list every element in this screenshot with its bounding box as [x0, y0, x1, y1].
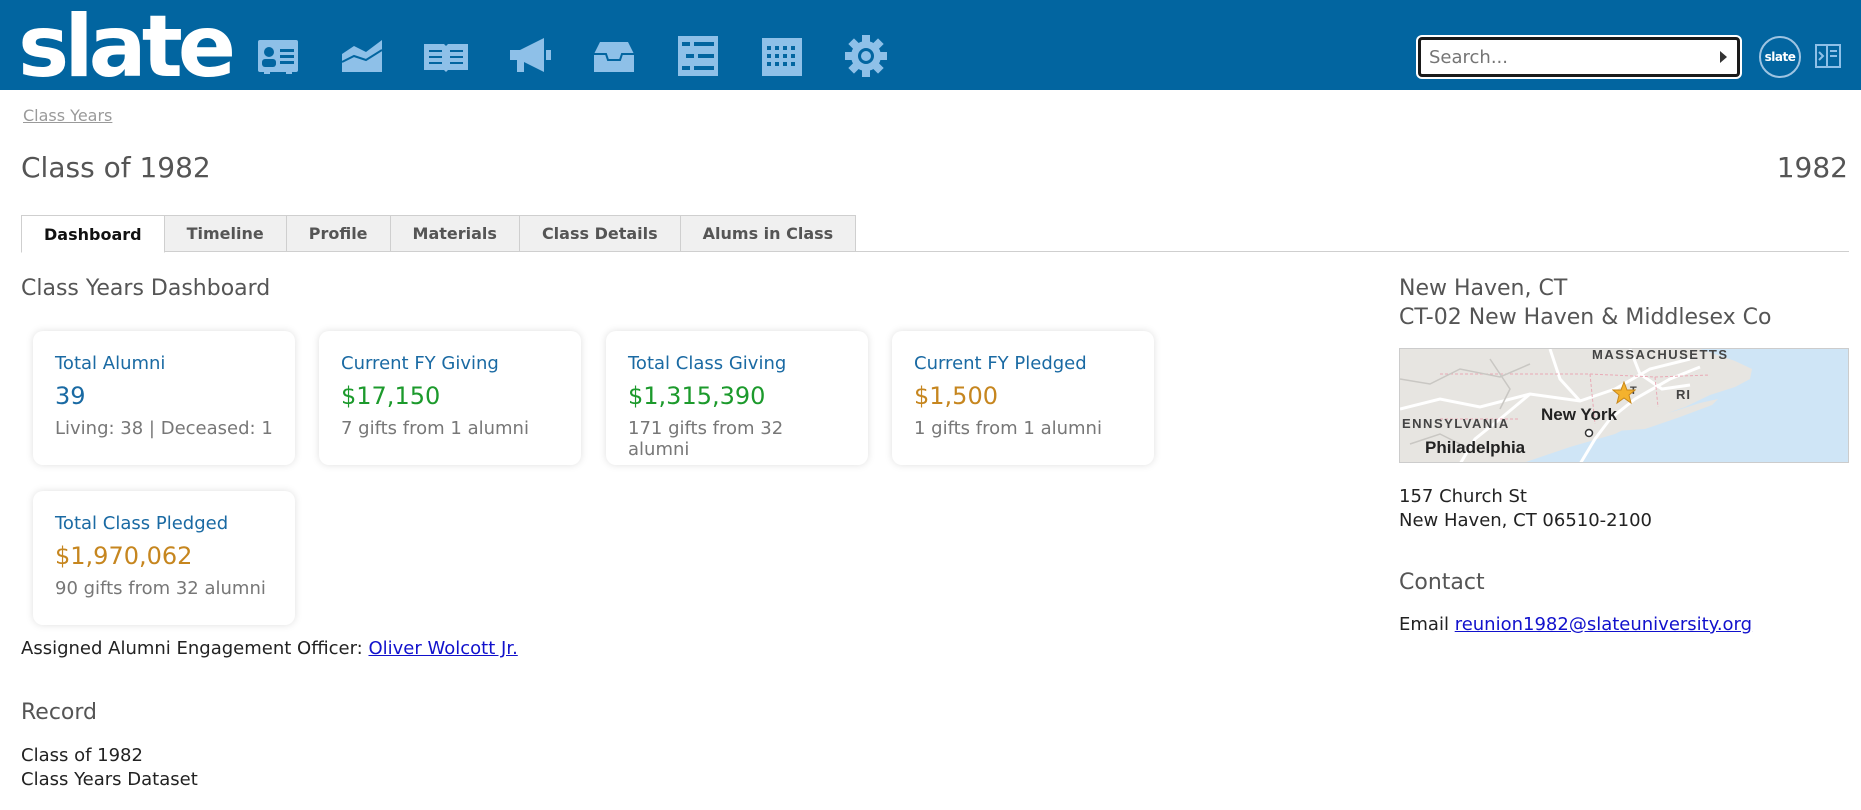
- chart-area-icon[interactable]: [320, 30, 404, 82]
- card-title: Total Class Pledged: [55, 513, 229, 534]
- list-icon[interactable]: [656, 30, 740, 82]
- map-label: RI: [1676, 387, 1691, 402]
- sidebar-toggle-icon[interactable]: [1814, 42, 1842, 70]
- card-value: $1,970,062: [55, 542, 193, 570]
- card-title: Total Alumni: [55, 353, 166, 374]
- email-link[interactable]: reunion1982@slateuniversity.org: [1454, 614, 1753, 635]
- contact-email-row: Email reunion1982@slateuniversity.org: [1399, 614, 1752, 635]
- card-subtext: 1 gifts from 1 alumni: [914, 418, 1102, 439]
- location-district: CT-02 New Haven & Middlesex Co: [1399, 305, 1772, 330]
- main-nav-icons: [236, 30, 908, 82]
- map-label: ENNSYLVANIA: [1402, 416, 1510, 431]
- tab-profile[interactable]: Profile: [286, 215, 391, 252]
- location-map[interactable]: MASSACHUSETTS RI T ENNSYLVANIA New York …: [1399, 348, 1849, 463]
- card-value: $1,315,390: [628, 382, 766, 410]
- book-icon[interactable]: [404, 30, 488, 82]
- card-title: Current FY Giving: [341, 353, 499, 374]
- email-label: Email: [1399, 614, 1449, 635]
- address-line1: 157 Church St: [1399, 486, 1527, 507]
- stat-card-total-class-giving[interactable]: Total Class Giving $1,315,390 171 gifts …: [606, 331, 868, 465]
- map-city-marker: [1584, 428, 1594, 438]
- card-subtext: 7 gifts from 1 alumni: [341, 418, 529, 439]
- gear-icon[interactable]: [824, 30, 908, 82]
- page-title: Class of 1982: [21, 151, 211, 184]
- megaphone-icon[interactable]: [488, 30, 572, 82]
- map-star-marker-icon: [1612, 381, 1636, 405]
- calendar-icon[interactable]: [740, 30, 824, 82]
- tab-materials[interactable]: Materials: [390, 215, 520, 252]
- dashboard-title: Class Years Dashboard: [21, 276, 271, 301]
- stat-card-total-class-pledged[interactable]: Total Class Pledged $1,970,062 90 gifts …: [33, 491, 295, 625]
- user-menu-avatar[interactable]: slate: [1759, 36, 1801, 78]
- stat-card-current-fy-pledged[interactable]: Current FY Pledged $1,500 1 gifts from 1…: [892, 331, 1154, 465]
- card-title: Current FY Pledged: [914, 353, 1087, 374]
- breadcrumb-class-years[interactable]: Class Years: [23, 106, 113, 125]
- officer-label: Assigned Alumni Engagement Officer:: [21, 638, 363, 659]
- tab-alums-in-class[interactable]: Alums in Class: [680, 215, 857, 252]
- record-heading: Record: [21, 700, 98, 725]
- card-value: $17,150: [341, 382, 441, 410]
- search-input[interactable]: [1421, 40, 1701, 74]
- page-year: 1982: [1776, 151, 1848, 184]
- card-title: Total Class Giving: [628, 353, 787, 374]
- address-line2: New Haven, CT 06510-2100: [1399, 510, 1652, 531]
- contact-heading: Contact: [1399, 570, 1485, 595]
- map-label: MASSACHUSETTS: [1592, 348, 1729, 362]
- card-value: $1,500: [914, 382, 998, 410]
- inbox-icon[interactable]: [572, 30, 656, 82]
- top-navigation-bar: slate slate: [0, 0, 1861, 90]
- card-subtext: 90 gifts from 32 alumni: [55, 578, 266, 599]
- tab-class-details[interactable]: Class Details: [519, 215, 681, 252]
- map-label: New York: [1541, 405, 1617, 424]
- record-line: Class of 1982: [21, 745, 143, 766]
- tab-bar: Dashboard Timeline Profile Materials Cla…: [21, 215, 857, 253]
- map-label: Philadelphia: [1425, 438, 1526, 457]
- stat-card-total-alumni[interactable]: Total Alumni 39 Living: 38 | Deceased: 1: [33, 331, 295, 465]
- card-value: 39: [55, 382, 86, 410]
- search-submit-icon[interactable]: [1720, 51, 1727, 63]
- slate-logo[interactable]: slate: [18, 0, 236, 97]
- card-subtext: Living: 38 | Deceased: 1: [55, 418, 273, 439]
- officer-link[interactable]: Oliver Wolcott Jr.: [368, 638, 518, 659]
- tab-timeline[interactable]: Timeline: [164, 215, 287, 252]
- tab-underline: [21, 251, 1849, 252]
- location-city: New Haven, CT: [1399, 276, 1568, 301]
- stat-card-current-fy-giving[interactable]: Current FY Giving $17,150 7 gifts from 1…: [319, 331, 581, 465]
- tab-dashboard[interactable]: Dashboard: [21, 215, 165, 253]
- card-subtext: 171 gifts from 32 alumni: [628, 418, 784, 460]
- engagement-officer: Assigned Alumni Engagement Officer: Oliv…: [21, 638, 518, 659]
- search-box: [1418, 37, 1740, 77]
- record-line: Class Years Dataset: [21, 769, 198, 790]
- contacts-icon[interactable]: [236, 30, 320, 82]
